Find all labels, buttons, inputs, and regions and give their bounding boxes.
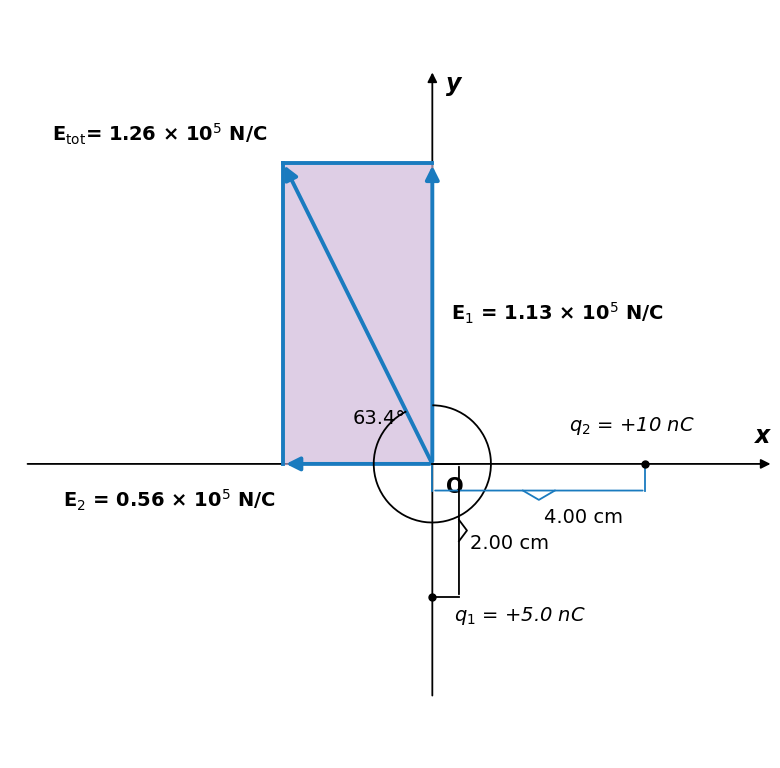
Text: 2.00 cm: 2.00 cm [470,535,548,553]
Text: 63.4°: 63.4° [353,409,406,428]
Text: $\mathbf{E}_{\mathrm{tot}}$= 1.26 × 10$^5$ N/C: $\mathbf{E}_{\mathrm{tot}}$= 1.26 × 10$^… [51,122,268,147]
Text: $q_1$ = +5.0 nC: $q_1$ = +5.0 nC [454,605,586,627]
Polygon shape [283,163,432,464]
Text: 4.00 cm: 4.00 cm [544,508,623,527]
Text: x: x [755,424,771,448]
Text: y: y [445,72,461,96]
Text: O: O [445,477,463,497]
Text: $q_2$ = +10 nC: $q_2$ = +10 nC [569,415,695,437]
Text: $\mathbf{E}_2$ = 0.56 × 10$^5$ N/C: $\mathbf{E}_2$ = 0.56 × 10$^5$ N/C [62,488,275,513]
Text: $\mathbf{E}_1$ = 1.13 × 10$^5$ N/C: $\mathbf{E}_1$ = 1.13 × 10$^5$ N/C [451,301,664,326]
